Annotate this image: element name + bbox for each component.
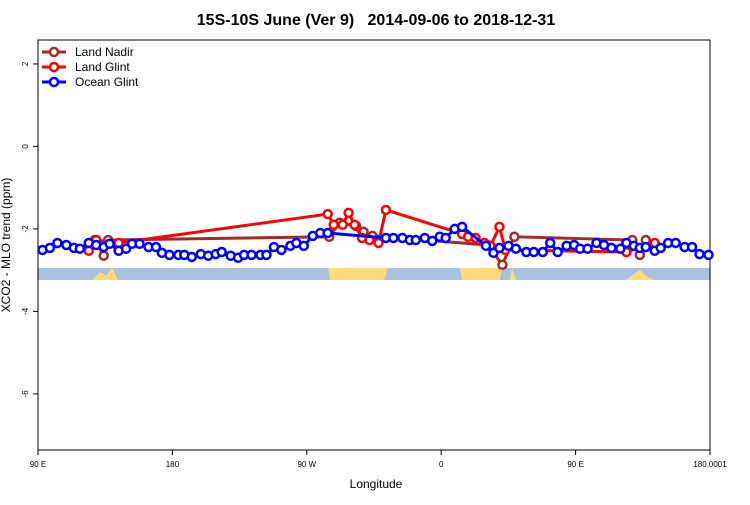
y-tick-label: -2 — [21, 225, 30, 233]
point — [337, 219, 348, 231]
point — [494, 221, 505, 233]
point — [480, 240, 492, 252]
point — [328, 219, 339, 231]
y-tick-label: -6 — [21, 390, 30, 398]
point — [494, 242, 505, 254]
land-patch — [460, 268, 502, 280]
point — [670, 237, 681, 249]
point — [703, 249, 714, 261]
point — [552, 246, 563, 258]
chart-title: 15S-10S June (Ver 9) 2014-09-06 to 2018-… — [197, 12, 556, 29]
point — [510, 243, 522, 254]
y-tick-label: 0 — [21, 144, 30, 149]
x-tick-label: 0 — [439, 460, 444, 469]
point — [606, 242, 617, 254]
point — [694, 248, 705, 260]
land-patch — [626, 270, 654, 280]
point — [343, 207, 354, 219]
plot-frame — [37, 39, 711, 451]
point — [528, 246, 540, 258]
point — [537, 246, 548, 258]
point — [582, 243, 593, 254]
point — [544, 237, 556, 249]
point — [164, 249, 175, 261]
legend-label: Ocean Glint — [75, 75, 139, 89]
legend-marker — [48, 46, 60, 58]
point — [322, 208, 333, 220]
x-tick-label: 90 W — [297, 460, 316, 469]
point — [186, 251, 198, 263]
y-tick-label: -4 — [21, 307, 30, 315]
point — [655, 242, 666, 254]
legend-label: Land Glint — [75, 60, 130, 74]
point — [380, 204, 392, 216]
point — [216, 246, 227, 258]
land-ocean-band — [38, 268, 710, 280]
point — [246, 249, 257, 261]
legend-marker — [48, 76, 60, 88]
point — [686, 241, 698, 253]
y-axis-label: XCO2 - MLO trend (ppm) — [0, 178, 13, 313]
point — [410, 234, 422, 246]
land-patch — [92, 268, 118, 280]
point — [373, 237, 384, 249]
point — [104, 238, 115, 250]
point — [426, 235, 438, 247]
x-tick-label: 180 — [166, 460, 180, 469]
land-patch — [328, 268, 388, 280]
point — [261, 249, 272, 261]
point — [349, 219, 360, 231]
point — [322, 227, 333, 239]
point — [150, 241, 162, 253]
point — [52, 237, 63, 249]
x-tick-label: 180.0001 — [693, 460, 727, 469]
x-tick-label: 90 E — [30, 460, 46, 469]
legend-marker — [48, 61, 60, 73]
point — [440, 232, 451, 244]
point — [98, 250, 109, 261]
point — [497, 259, 508, 271]
point — [134, 238, 145, 250]
legend-label: Land Nadir — [75, 45, 134, 59]
y-tick-label: 2 — [21, 61, 30, 66]
series — [37, 221, 714, 264]
point — [615, 243, 626, 254]
point — [276, 244, 287, 256]
point — [456, 221, 468, 233]
x-tick-label: 90 E — [567, 460, 583, 469]
point — [74, 243, 86, 254]
point — [509, 231, 520, 243]
point — [640, 241, 652, 253]
point — [44, 242, 56, 254]
point — [298, 240, 310, 252]
point — [388, 232, 399, 244]
land-patch — [510, 268, 516, 280]
x-axis-label: Longitude — [350, 477, 403, 491]
